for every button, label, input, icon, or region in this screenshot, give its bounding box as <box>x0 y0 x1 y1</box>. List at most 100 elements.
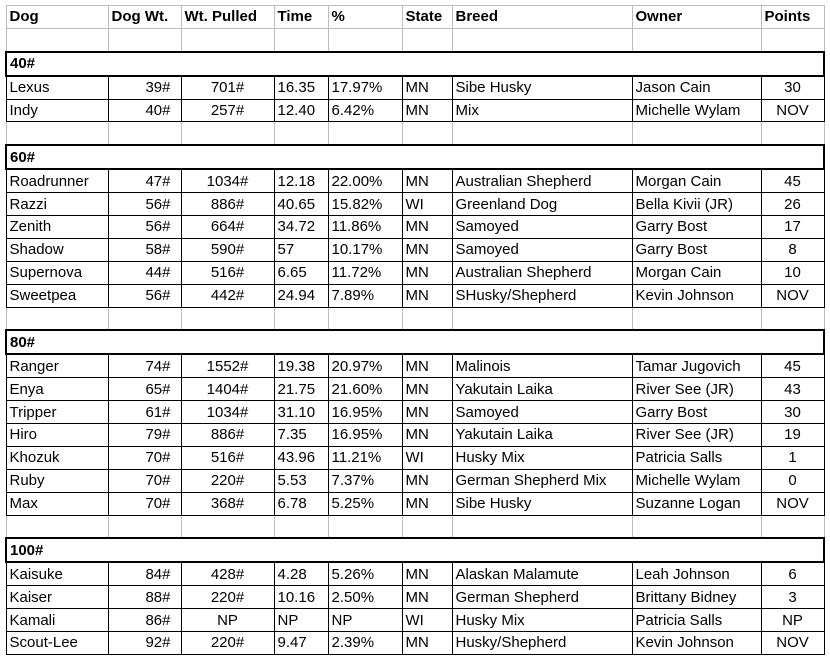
cell-dog-weight: 39# <box>107 75 182 100</box>
cell-points: 6 <box>760 561 825 587</box>
cell-time: NP <box>273 608 329 633</box>
weight-class-row: 100# <box>5 537 825 564</box>
cell-dog-weight: 56# <box>107 192 182 217</box>
table-row: Razzi 56# 886# 40.65 15.82% WI Greenland Dog Be… <box>5 192 825 217</box>
cell-weight-pulled: 516# <box>180 260 275 285</box>
cell-dog-weight: 79# <box>107 423 182 447</box>
cell-time: 31.10 <box>273 400 329 425</box>
cell-percent: 15.82% <box>327 192 403 217</box>
weight-class-label: 100# <box>5 537 825 564</box>
cell-dog: Roadrunner <box>5 168 109 194</box>
cell-breed: SHusky/Shepherd <box>451 283 633 308</box>
cell-percent: 2.39% <box>327 631 403 655</box>
cell-time: 43.96 <box>273 445 329 470</box>
cell-dog-weight: 92# <box>107 631 182 655</box>
cell-time: 12.18 <box>273 168 329 194</box>
cell-dog-weight: 70# <box>107 445 182 470</box>
cell-time: 6.65 <box>273 260 329 285</box>
cell-points: 26 <box>760 192 825 217</box>
cell-weight-pulled: 590# <box>180 237 275 262</box>
spacer-row <box>5 27 825 53</box>
cell-owner: Bella Kivii (JR) <box>631 192 762 217</box>
cell-state: MN <box>401 631 453 655</box>
cell-time: 19.38 <box>273 353 329 379</box>
table-row: Kaiser 88# 220# 10.16 2.50% MN German Shepherd… <box>5 585 825 610</box>
cell-percent: 16.95% <box>327 423 403 447</box>
cell-breed: Sibe Husky <box>451 75 633 100</box>
empty-cell <box>180 306 275 331</box>
cell-owner: Garry Bost <box>631 215 762 239</box>
cell-dog: Zenith <box>5 215 109 239</box>
empty-cell <box>273 121 329 146</box>
table-row: Scout-Lee 92# 220# 9.47 2.39% MN Husky/Shepher… <box>5 631 825 655</box>
empty-cell <box>327 306 403 331</box>
cell-weight-pulled: 1034# <box>180 168 275 194</box>
empty-cell <box>107 27 182 53</box>
cell-dog: Razzi <box>5 192 109 217</box>
cell-time: 10.16 <box>273 585 329 610</box>
cell-points: NOV <box>760 491 825 516</box>
cell-weight-pulled: 220# <box>180 468 275 493</box>
cell-weight-pulled: 368# <box>180 491 275 516</box>
cell-dog: Max <box>5 491 109 516</box>
cell-weight-pulled: 1552# <box>180 353 275 379</box>
cell-dog-weight: 65# <box>107 377 182 402</box>
weight-class-label: 60# <box>5 144 825 171</box>
cell-points: 19 <box>760 423 825 447</box>
cell-breed: Malinois <box>451 353 633 379</box>
cell-points: 0 <box>760 468 825 493</box>
empty-cell <box>180 121 275 146</box>
cell-owner: Michelle Wylam <box>631 468 762 493</box>
cell-dog: Shadow <box>5 237 109 262</box>
table-row: Shadow 58# 590# 57 10.17% MN Samoyed Garry Bost… <box>5 237 825 262</box>
cell-owner: Suzanne Logan <box>631 491 762 516</box>
empty-cell <box>273 514 329 539</box>
empty-cell <box>5 514 109 539</box>
spacer-row <box>5 121 825 146</box>
cell-points: 10 <box>760 260 825 285</box>
weight-class-row: 60# <box>5 144 825 171</box>
cell-weight-pulled: 442# <box>180 283 275 308</box>
cell-percent: NP <box>327 608 403 633</box>
cell-percent: 7.37% <box>327 468 403 493</box>
cell-state: WI <box>401 192 453 217</box>
cell-owner: Brittany Bidney <box>631 585 762 610</box>
cell-percent: 21.60% <box>327 377 403 402</box>
cell-points: 45 <box>760 168 825 194</box>
cell-time: 4.28 <box>273 561 329 587</box>
cell-dog: Enya <box>5 377 109 402</box>
cell-breed: Husky/Shepherd <box>451 631 633 655</box>
weight-class-label: 40# <box>5 50 825 77</box>
cell-breed: German Shepherd Mix <box>451 468 633 493</box>
table-row: Ruby 70# 220# 5.53 7.37% MN German Shepherd Mi… <box>5 468 825 493</box>
cell-state: MN <box>401 168 453 194</box>
results-table: Dog Dog Wt. Wt. Pulled Time% State Breed Owner… <box>5 5 825 655</box>
cell-breed: Yakutain Laika <box>451 423 633 447</box>
empty-cell <box>631 514 762 539</box>
cell-time: 7.35 <box>273 423 329 447</box>
empty-cell <box>760 121 825 146</box>
column-header-dog-weight: Dog Wt. <box>107 5 182 29</box>
cell-points: 17 <box>760 215 825 239</box>
cell-owner: Garry Bost <box>631 237 762 262</box>
column-header-dog: Dog <box>5 5 109 29</box>
cell-dog-weight: 70# <box>107 468 182 493</box>
cell-state: MN <box>401 260 453 285</box>
cell-owner: River See (JR) <box>631 377 762 402</box>
column-header-breed: Breed <box>451 5 633 29</box>
cell-state: MN <box>401 283 453 308</box>
table-row: Ranger 74# 1552# 19.38 20.97% MN Malinois Tamar… <box>5 353 825 379</box>
cell-points: 30 <box>760 75 825 100</box>
cell-percent: 11.72% <box>327 260 403 285</box>
cell-breed: German Shepherd <box>451 585 633 610</box>
cell-points: NP <box>760 608 825 633</box>
column-header-owner: Owner <box>631 5 762 29</box>
empty-cell <box>327 121 403 146</box>
empty-cell <box>107 514 182 539</box>
cell-breed: Australian Shepherd <box>451 168 633 194</box>
cell-state: MN <box>401 423 453 447</box>
column-header-percent: % <box>327 5 403 29</box>
header-row: Dog Dog Wt. Wt. Pulled Time% State Breed Owner… <box>5 5 825 29</box>
cell-weight-pulled: 1404# <box>180 377 275 402</box>
cell-weight-pulled: 1034# <box>180 400 275 425</box>
